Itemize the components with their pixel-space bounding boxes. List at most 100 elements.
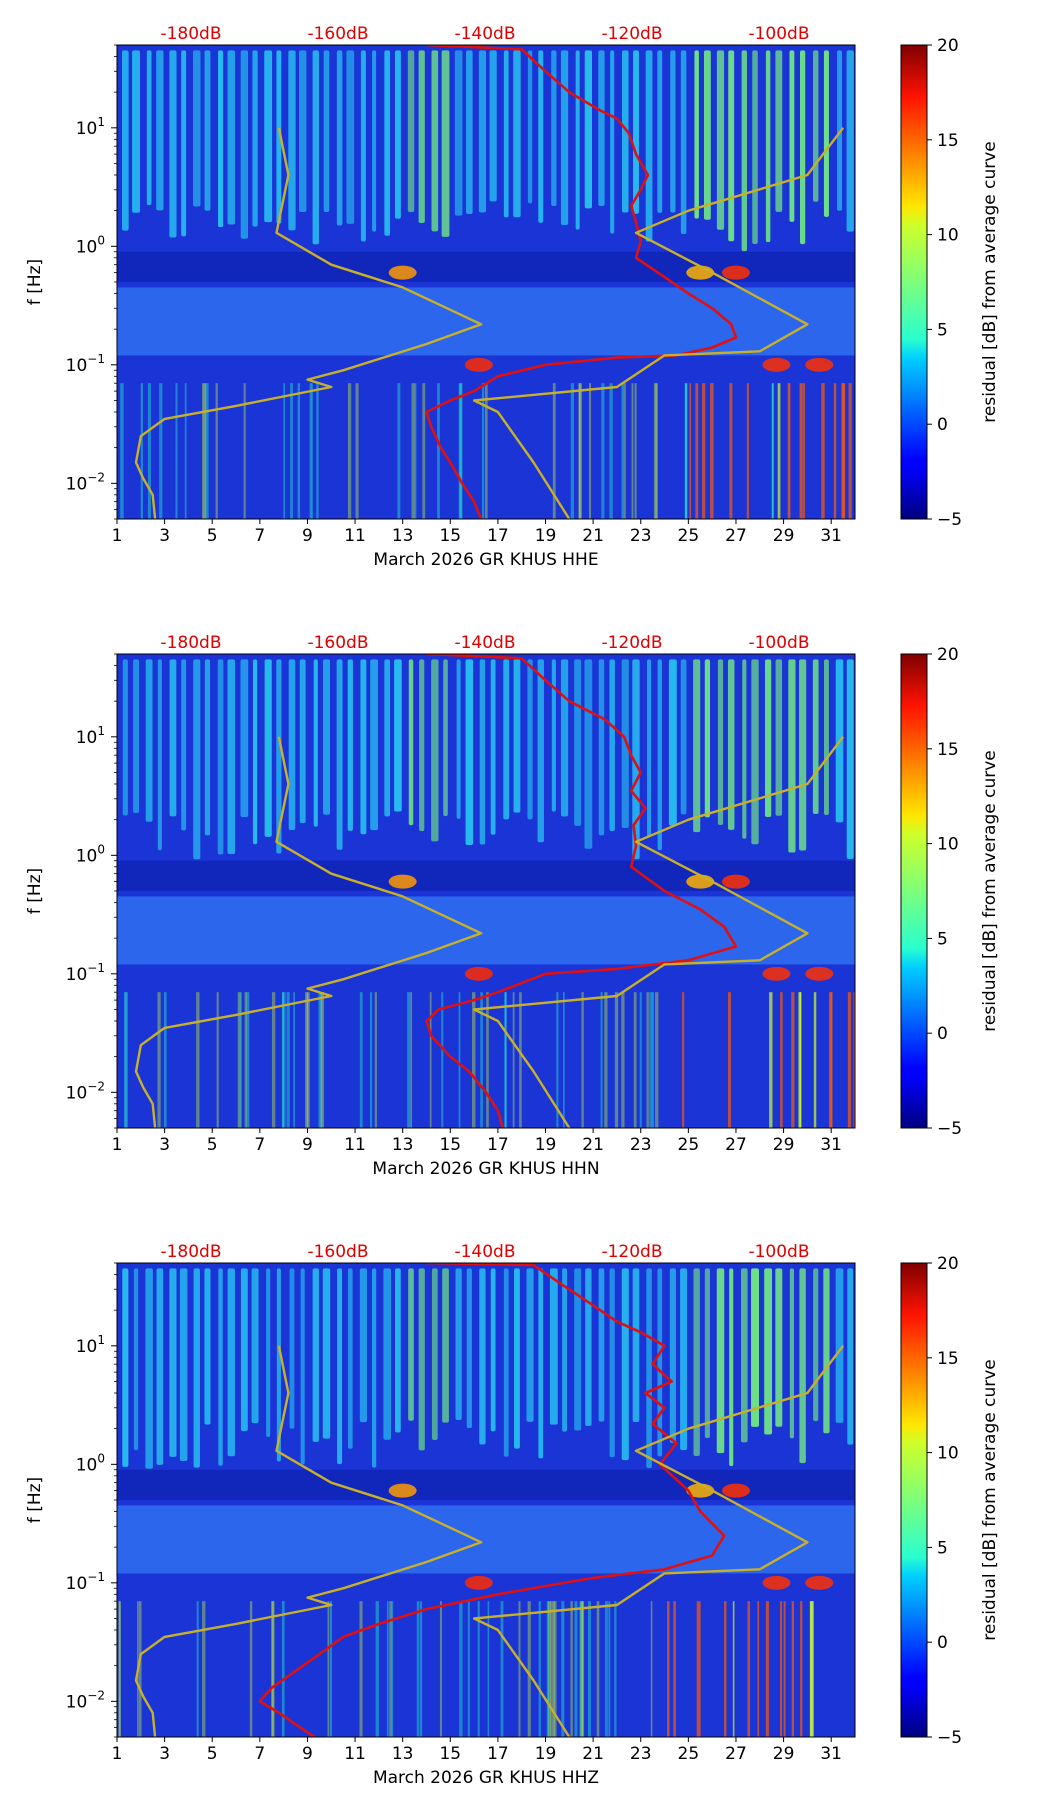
long-period-burst — [439, 1601, 443, 1737]
day-stripe — [133, 659, 140, 814]
long-period-burst — [724, 1601, 727, 1737]
day-stripe — [312, 1268, 319, 1442]
long-period-burst — [500, 1601, 504, 1737]
x-tick-label: 1 — [112, 526, 123, 546]
day-stripe — [680, 659, 687, 815]
long-period-burst — [614, 992, 619, 1128]
long-period-burst — [437, 383, 440, 519]
day-stripe — [193, 50, 201, 207]
x-tick-label: 1 — [112, 1135, 123, 1155]
long-period-burst — [486, 992, 489, 1128]
x-tick-label: 17 — [487, 526, 509, 546]
day-stripe — [621, 1268, 629, 1461]
top-db-label: -160dB — [307, 24, 368, 44]
long-period-burst — [698, 1601, 701, 1737]
day-stripe — [179, 1268, 188, 1462]
top-db-label: -160dB — [307, 633, 368, 653]
day-stripe — [729, 1268, 734, 1467]
day-stripe — [157, 659, 162, 851]
microseism-band — [117, 1505, 855, 1574]
day-stripe — [266, 1268, 271, 1437]
day-stripe — [466, 50, 473, 215]
day-stripe — [288, 50, 296, 231]
day-stripe — [227, 1268, 235, 1457]
x-tick-label: 5 — [207, 526, 218, 546]
long-period-burst — [519, 992, 522, 1128]
long-period-burst — [246, 992, 250, 1128]
long-period-burst — [561, 1601, 565, 1737]
long-period-burst — [123, 992, 127, 1128]
long-period-burst — [553, 1601, 557, 1737]
event-blob — [805, 1575, 834, 1590]
colorbar-tick-label: 10 — [937, 226, 959, 246]
day-stripe — [479, 1268, 486, 1445]
mean-psd-curve — [425, 654, 738, 1128]
long-period-burst — [311, 383, 313, 519]
long-period-burst — [329, 1601, 333, 1737]
day-stripe — [431, 659, 439, 842]
long-period-burst — [120, 383, 124, 519]
long-period-burst — [429, 992, 432, 1128]
day-stripe — [513, 50, 521, 218]
y-tick-label: 10−1 — [66, 961, 105, 985]
day-stripe — [765, 50, 771, 243]
y-tick-label: 100 — [76, 842, 105, 866]
long-period-burst — [798, 992, 802, 1128]
day-stripe — [347, 1268, 353, 1449]
day-stripe — [632, 659, 640, 860]
day-stripe — [394, 50, 401, 219]
x-tick-label: 27 — [725, 526, 747, 546]
x-tick-label: 29 — [773, 1135, 795, 1155]
long-period-burst — [578, 383, 581, 519]
long-period-burst — [604, 992, 608, 1128]
y-axis-label: f [Hz] — [25, 1477, 45, 1523]
long-period-burst — [728, 992, 731, 1128]
day-stripe — [431, 50, 439, 232]
top-db-label: -100dB — [748, 633, 809, 653]
day-stripe — [538, 1268, 544, 1459]
long-period-burst — [320, 992, 323, 1128]
day-stripe — [169, 1268, 177, 1457]
long-period-burst — [600, 992, 603, 1128]
long-period-burst — [202, 1601, 206, 1737]
long-period-burst — [297, 383, 301, 519]
long-period-burst — [480, 992, 483, 1128]
day-stripe — [204, 659, 211, 836]
day-stripe — [395, 1268, 401, 1433]
event-blob — [805, 357, 834, 372]
day-stripe — [584, 50, 593, 209]
noise-model-curve — [472, 736, 845, 1128]
long-period-burst — [570, 1601, 573, 1737]
long-period-burst — [552, 383, 556, 519]
long-period-burst — [205, 383, 209, 519]
long-period-burst — [422, 383, 426, 519]
long-period-burst — [848, 383, 852, 519]
day-stripe — [240, 50, 249, 239]
long-period-burst — [587, 1601, 592, 1737]
long-period-burst — [847, 992, 852, 1128]
long-period-burst — [538, 1601, 541, 1737]
x-tick-label: 3 — [159, 526, 170, 546]
x-tick-label: 31 — [820, 526, 842, 546]
long-period-burst — [359, 992, 363, 1128]
day-stripe — [181, 50, 187, 237]
long-period-burst — [853, 992, 855, 1128]
colorbar-tick-label: 15 — [937, 131, 959, 151]
long-period-burst — [414, 383, 417, 519]
long-period-burst — [239, 992, 242, 1128]
day-stripe — [478, 50, 487, 213]
day-stripe — [227, 659, 236, 855]
day-stripe — [680, 1268, 688, 1451]
long-period-burst — [547, 1601, 551, 1737]
long-period-burst — [562, 992, 565, 1128]
x-axis-label: March 2026 GR KHUS HHZ — [373, 1768, 599, 1788]
day-stripe — [359, 1268, 367, 1423]
long-period-burst — [574, 1601, 578, 1737]
day-stripe — [526, 1268, 534, 1422]
long-period-burst — [196, 992, 200, 1128]
day-stripe — [575, 50, 580, 230]
x-tick-label: 27 — [725, 1744, 747, 1764]
day-stripe — [288, 659, 296, 831]
noise-model-curve — [472, 1345, 845, 1737]
